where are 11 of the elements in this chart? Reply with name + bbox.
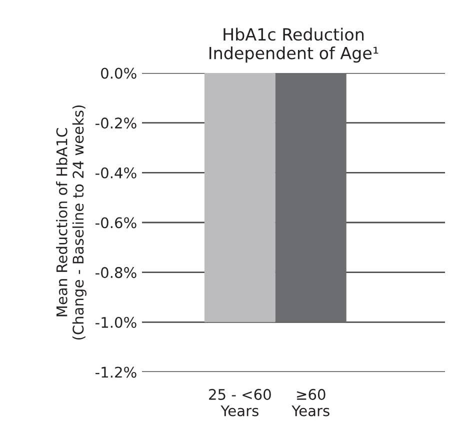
y-tick-label: -0.4% bbox=[96, 167, 136, 178]
y-tick-label: -1.0% bbox=[96, 316, 136, 328]
y-tick-label: -0.6% bbox=[96, 217, 136, 228]
y-tick-label: -1.2% bbox=[96, 366, 136, 378]
x-tick-label: ≥60 Years bbox=[292, 388, 330, 416]
chart-title: HbA1c Reduction Independent of Age¹ bbox=[210, 28, 378, 63]
x-tick-label: 25 - <60 Years bbox=[209, 388, 271, 416]
y-tick-label: 0.0% bbox=[101, 68, 136, 79]
y-tick-label: -0.8% bbox=[96, 267, 136, 278]
y-axis-title: Mean Reduction of HbA1C (Change - Baseline to 24 weeks) bbox=[56, 105, 86, 340]
y-tick-label: -0.2% bbox=[96, 118, 136, 129]
